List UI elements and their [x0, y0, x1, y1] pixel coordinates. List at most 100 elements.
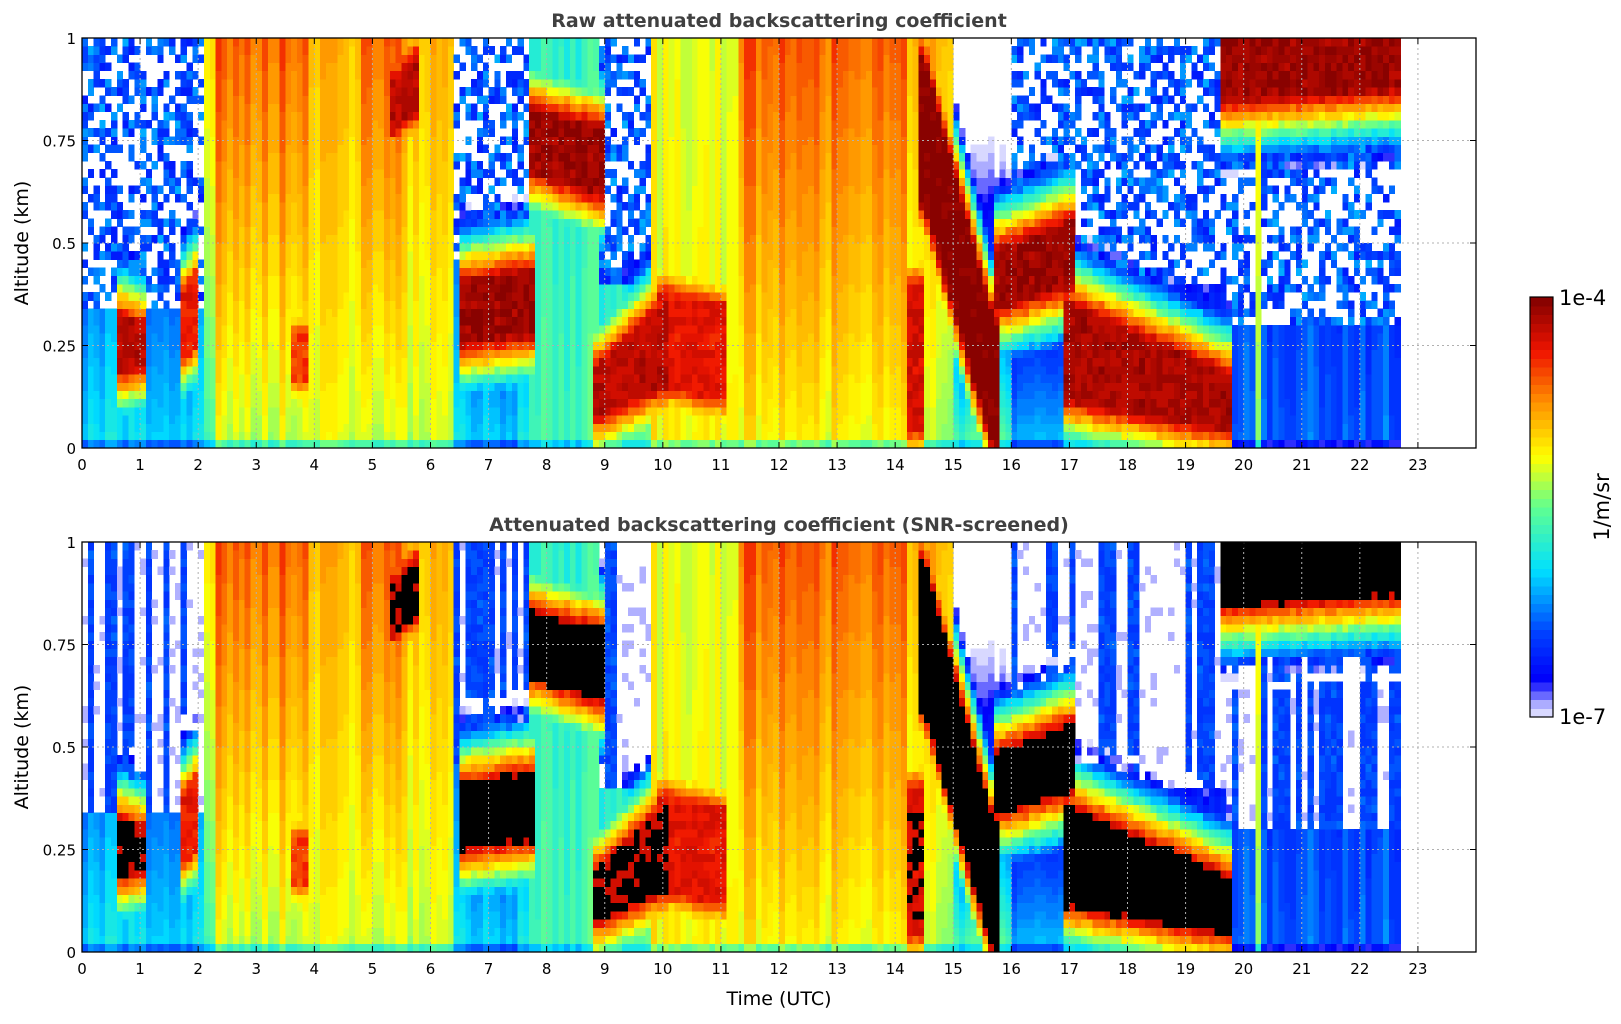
heatmap-cell	[163, 218, 170, 227]
heatmap-cell	[680, 103, 687, 113]
heatmap-cell	[703, 300, 710, 309]
heatmap-cell	[349, 103, 356, 113]
heatmap-cell	[157, 439, 164, 449]
heatmap-cell	[250, 62, 257, 72]
heatmap-cell	[180, 38, 187, 47]
heatmap-cell	[372, 226, 379, 236]
heatmap-cell	[552, 292, 559, 301]
heatmap-cell	[320, 333, 327, 342]
heatmap-cell	[262, 349, 269, 359]
heatmap-cell	[233, 136, 240, 145]
heatmap-cell	[378, 415, 385, 424]
heatmap-cell	[151, 46, 158, 55]
heatmap-cell	[279, 210, 286, 219]
heatmap-cell	[575, 407, 582, 416]
heatmap-cell	[320, 390, 327, 400]
heatmap-cell	[87, 103, 95, 113]
heatmap-cell	[238, 366, 246, 375]
heatmap-cell	[657, 300, 664, 309]
heatmap-cell	[221, 292, 228, 301]
heatmap-cell	[651, 169, 658, 178]
heatmap-cell	[134, 415, 141, 424]
heatmap-cell	[140, 95, 147, 104]
heatmap-cell	[203, 38, 211, 47]
heatmap-cell	[564, 398, 571, 408]
heatmap-cell	[296, 267, 304, 277]
heatmap-cell	[308, 210, 315, 219]
heatmap-cell	[430, 202, 437, 211]
heatmap-cell	[389, 267, 397, 277]
heatmap-cell	[633, 423, 640, 432]
heatmap-cell	[349, 243, 356, 252]
heatmap-cell	[407, 136, 414, 145]
heatmap-cell	[267, 333, 275, 342]
heatmap-cell	[285, 54, 292, 63]
heatmap-cell	[331, 103, 338, 113]
heatmap-cell	[703, 70, 710, 80]
heatmap-cell	[691, 120, 699, 129]
heatmap-cell	[87, 374, 95, 383]
heatmap-cell	[523, 308, 530, 318]
heatmap-cell	[529, 79, 536, 88]
heatmap-cell	[244, 243, 251, 252]
heatmap-cell	[529, 267, 536, 277]
heatmap-cell	[686, 161, 693, 170]
heatmap-cell	[296, 382, 304, 391]
heatmap-cell	[407, 161, 414, 170]
heatmap-cell	[686, 95, 693, 104]
heatmap-cell	[192, 357, 199, 367]
heatmap-cell	[471, 390, 478, 400]
heatmap-cell	[267, 136, 275, 145]
heatmap-cell	[674, 292, 681, 301]
heatmap-cell	[186, 259, 193, 268]
heatmap-cell	[140, 325, 147, 334]
heatmap-cell	[424, 128, 431, 137]
heatmap-cell	[494, 243, 501, 252]
heatmap-cell	[151, 284, 158, 293]
heatmap-cell	[354, 243, 362, 252]
heatmap-cell	[296, 423, 304, 432]
heatmap-cell	[471, 169, 478, 178]
heatmap-cell	[215, 439, 222, 449]
heatmap-cell	[418, 202, 426, 211]
heatmap-cell	[569, 333, 577, 342]
heatmap-cell	[581, 415, 588, 424]
heatmap-cell	[529, 46, 536, 55]
heatmap-cell	[401, 308, 408, 318]
heatmap-cell	[569, 292, 577, 301]
heatmap-cell	[506, 325, 513, 334]
heatmap-cell	[540, 349, 548, 359]
heatmap-cell	[610, 38, 617, 47]
heatmap-cell	[227, 218, 234, 227]
heatmap-cell	[256, 325, 263, 334]
heatmap-cell	[221, 308, 228, 318]
heatmap-cell	[465, 169, 472, 178]
heatmap-cell	[273, 243, 280, 252]
heatmap-cell	[442, 439, 449, 449]
heatmap-cell	[395, 193, 402, 203]
heatmap-cell	[459, 316, 466, 326]
heatmap-cell	[215, 226, 222, 236]
heatmap-cell	[645, 423, 652, 432]
heatmap-cell	[418, 161, 426, 170]
heatmap-cell	[691, 128, 699, 137]
heatmap-cell	[418, 316, 426, 326]
heatmap-cell	[691, 161, 699, 170]
heatmap-cell	[535, 357, 542, 367]
heatmap-cell	[581, 193, 588, 203]
heatmap-cell	[546, 382, 553, 391]
heatmap-cell	[174, 267, 182, 277]
heatmap-cell	[546, 267, 553, 277]
heatmap-cell	[418, 128, 426, 137]
heatmap-cell	[593, 407, 600, 416]
heatmap-cell	[546, 87, 553, 96]
heatmap-cell	[569, 152, 577, 162]
heatmap-cell	[320, 407, 327, 416]
heatmap-cell	[552, 38, 559, 47]
heatmap-cell	[198, 325, 205, 334]
heatmap-cell	[511, 251, 519, 260]
heatmap-cell	[198, 382, 205, 391]
heatmap-cell	[111, 169, 118, 178]
heatmap-cell	[552, 103, 559, 113]
heatmap-cell	[314, 357, 321, 367]
